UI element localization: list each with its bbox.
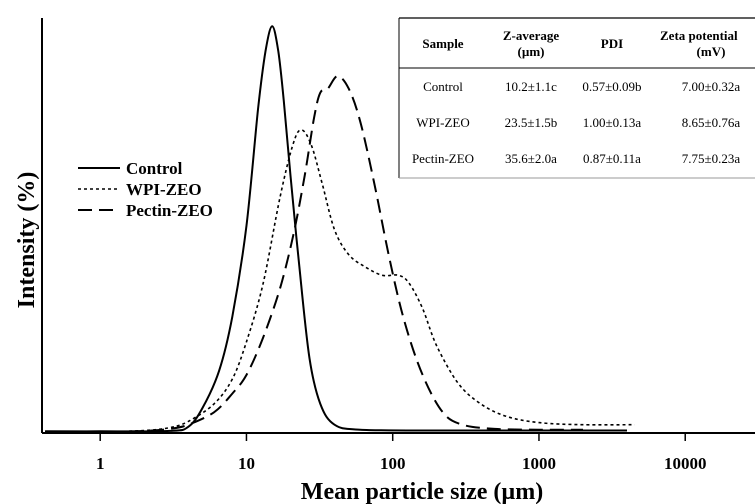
inset-table: Sample Z-average (µm) PDI Zeta potential… bbox=[398, 17, 755, 179]
table-cell-value: 7.75±0.23a bbox=[682, 151, 741, 166]
table-cell-value: 8.65±0.76a bbox=[682, 115, 741, 130]
table-cell-value: 23.5±1.5b bbox=[505, 115, 558, 130]
series-line-pectin-zeo bbox=[45, 75, 584, 433]
legend: Control WPI-ZEO Pectin-ZEO bbox=[78, 159, 213, 220]
x-tick-label: 100 bbox=[380, 454, 406, 473]
table-header-sample: Sample bbox=[422, 36, 463, 51]
y-axis-label: Intensity (%) bbox=[14, 172, 40, 309]
series-line-wpi-zeo bbox=[45, 129, 635, 433]
x-tick-label: 1 bbox=[96, 454, 105, 473]
table-header-zavg: Z-average bbox=[503, 28, 560, 43]
table-cell-sample: WPI-ZEO bbox=[416, 115, 469, 130]
table-header-zavg-unit: (µm) bbox=[518, 44, 545, 59]
table-cell-sample: Pectin-ZEO bbox=[412, 151, 474, 166]
table-cell-value: 10.2±1.1c bbox=[505, 79, 557, 94]
legend-label-wpi-zeo: WPI-ZEO bbox=[126, 180, 202, 199]
table-header-pdi: PDI bbox=[601, 36, 623, 51]
table-header-zeta-unit: (mV) bbox=[697, 44, 726, 59]
x-tick-label: 1000 bbox=[522, 454, 556, 473]
table-cell-value: 35.6±2.0a bbox=[505, 151, 557, 166]
legend-label-control: Control bbox=[126, 159, 183, 178]
table-cell-sample: Control bbox=[423, 79, 463, 94]
table-cell-value: 0.87±0.11a bbox=[583, 151, 641, 166]
x-tick-label: 10000 bbox=[664, 454, 707, 473]
table-background bbox=[399, 18, 755, 178]
x-axis-label: Mean particle size (µm) bbox=[301, 479, 543, 504]
legend-label-pectin-zeo: Pectin-ZEO bbox=[126, 201, 213, 220]
table-header-zeta: Zeta potential bbox=[660, 28, 738, 43]
table-cell-value: 1.00±0.13a bbox=[583, 115, 642, 130]
x-tick-label: 10 bbox=[238, 454, 255, 473]
x-ticks: 1 10 100 1000 10000 bbox=[96, 433, 707, 473]
table-cell-value: 7.00±0.32a bbox=[682, 79, 741, 94]
series-lines bbox=[45, 25, 635, 433]
table-body: Control 10.2±1.1c 0.57±0.09b 7.00±0.32a WPI-… bbox=[412, 79, 740, 166]
table-cell-value: 0.57±0.09b bbox=[582, 79, 641, 94]
